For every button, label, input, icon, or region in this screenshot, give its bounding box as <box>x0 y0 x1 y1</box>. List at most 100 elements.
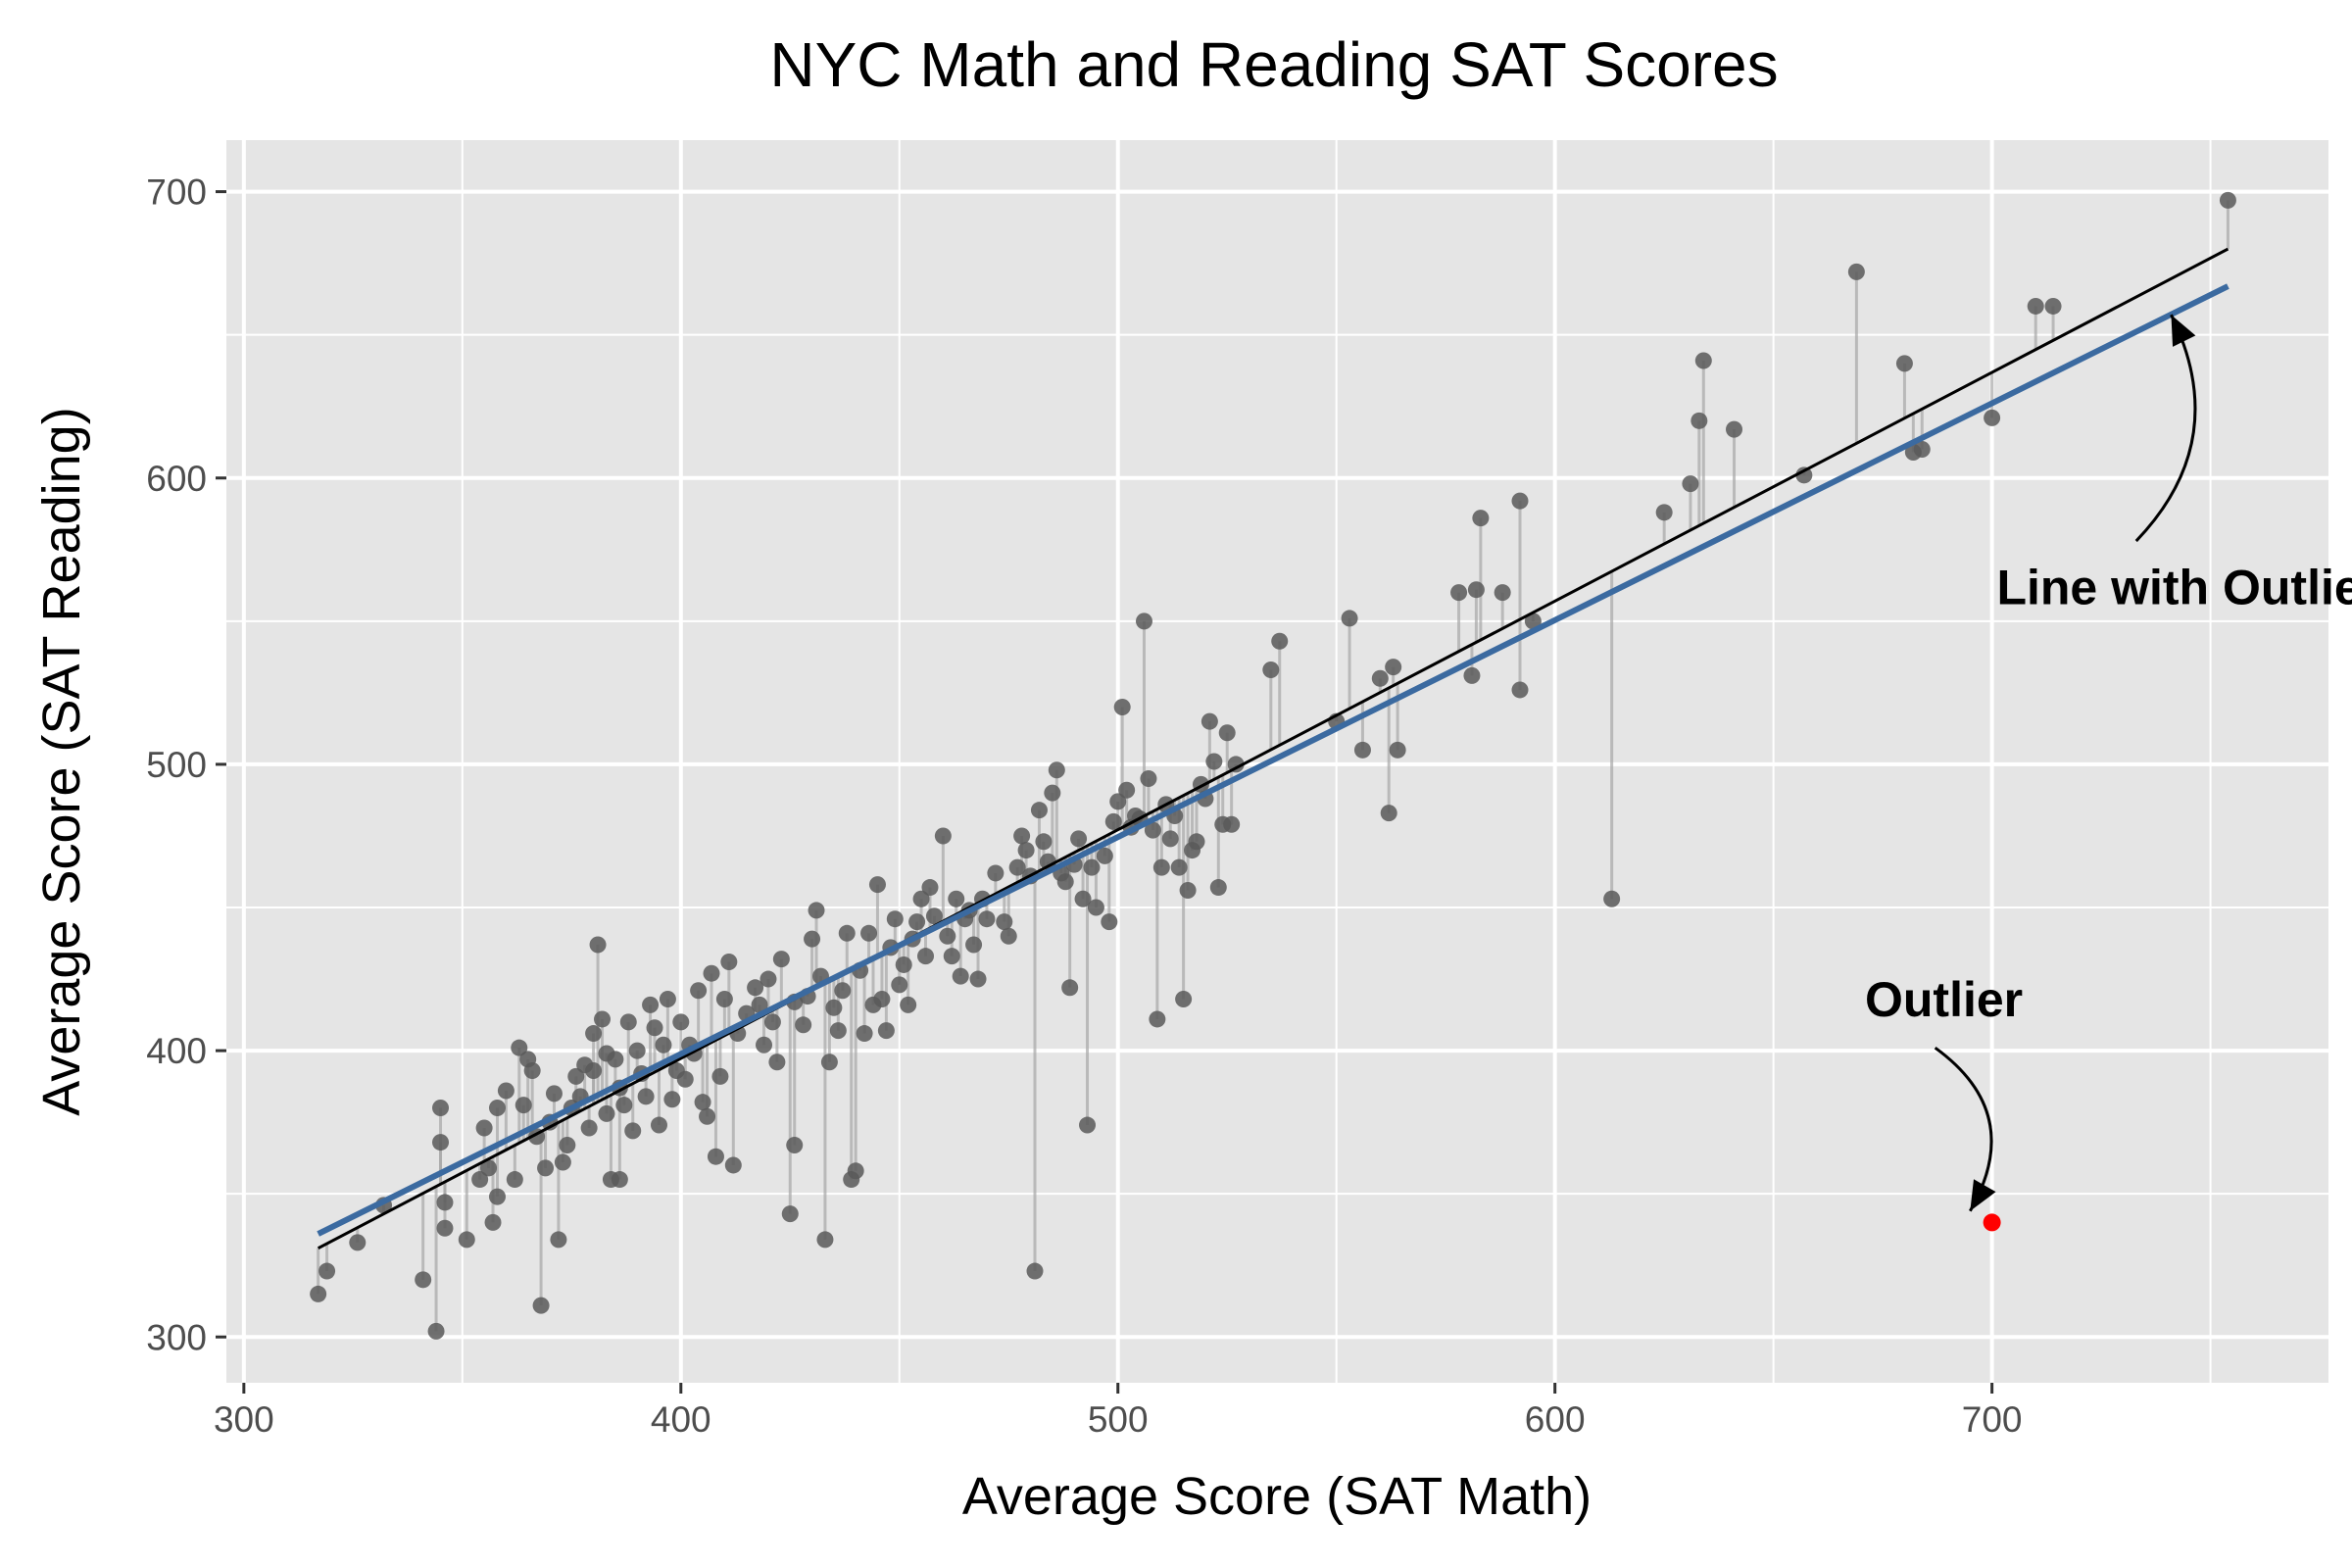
data-point <box>1467 581 1485 599</box>
data-point <box>703 964 720 982</box>
data-point <box>715 990 733 1007</box>
data-point <box>1380 805 1397 822</box>
data-point <box>1096 847 1113 864</box>
data-point <box>1463 666 1481 684</box>
data-point <box>1472 510 1490 527</box>
data-point <box>415 1271 432 1289</box>
data-point <box>310 1285 327 1302</box>
data-point <box>646 1019 663 1037</box>
data-point <box>1200 712 1218 730</box>
data-point <box>1135 612 1152 630</box>
y-tick-label: 300 <box>146 1317 207 1357</box>
data-point <box>694 1094 711 1111</box>
data-point <box>580 1119 598 1137</box>
data-point <box>506 1171 523 1189</box>
data-point <box>484 1213 502 1231</box>
data-point <box>676 1070 694 1088</box>
data-point <box>760 970 777 988</box>
data-point <box>820 1054 838 1071</box>
data-point <box>672 1013 690 1031</box>
data-point <box>1690 412 1708 429</box>
data-point <box>1895 355 1913 372</box>
data-point <box>707 1148 724 1165</box>
data-point <box>886 910 904 928</box>
data-point <box>747 979 764 997</box>
data-point <box>1655 504 1673 521</box>
x-tick-label: 600 <box>1525 1399 1586 1440</box>
data-point <box>1061 979 1079 997</box>
plot-panel <box>226 140 2328 1383</box>
data-point <box>952 967 969 985</box>
data-point <box>1013 827 1031 845</box>
data-point <box>921 879 939 897</box>
data-point <box>756 1036 773 1054</box>
data-point <box>1218 724 1236 742</box>
data-point <box>2044 297 2062 315</box>
fit-lines <box>317 247 2230 1250</box>
data-point <box>594 1010 612 1028</box>
data-point <box>537 1159 555 1177</box>
chart-title: NYC Math and Reading SAT Scores <box>769 29 1778 100</box>
data-point <box>318 1262 336 1280</box>
data-point <box>624 1122 642 1140</box>
outlier-layer <box>1983 1213 2001 1232</box>
data-point <box>1205 753 1223 770</box>
x-axis-ticks: 300 400 500 600 700 <box>214 1383 2022 1440</box>
data-point <box>349 1234 367 1251</box>
data-point <box>1262 662 1280 679</box>
data-point <box>1104 812 1122 830</box>
data-point <box>1083 858 1101 876</box>
data-point <box>659 990 676 1007</box>
data-point <box>934 827 952 845</box>
data-point <box>480 1159 498 1177</box>
data-point <box>1008 858 1026 876</box>
fit-line-with-outlier <box>317 283 2230 1237</box>
y-axis-ticks: 300 400 500 600 700 <box>146 172 226 1357</box>
data-point <box>1188 833 1205 851</box>
data-point <box>908 913 926 931</box>
data-point <box>1109 793 1127 810</box>
data-point <box>948 890 965 907</box>
data-point <box>1039 853 1056 870</box>
data-point <box>637 1088 655 1105</box>
data-point <box>1074 890 1092 907</box>
data-point <box>619 1013 637 1031</box>
annotation-label: Line with Outlier <box>1996 560 2352 614</box>
y-tick-label: 600 <box>146 459 207 499</box>
data-point <box>511 1039 528 1056</box>
data-point <box>1079 1116 1097 1134</box>
data-point <box>912 890 930 907</box>
data-point <box>816 1231 834 1249</box>
data-point <box>1389 741 1406 759</box>
data-point <box>1271 632 1289 650</box>
data-point <box>598 1104 615 1122</box>
data-point <box>436 1219 454 1237</box>
data-point <box>772 951 790 968</box>
data-point <box>655 1036 672 1054</box>
data-point <box>1694 352 1712 369</box>
data-point <box>1035 833 1053 851</box>
data-point <box>996 913 1013 931</box>
data-point <box>690 982 708 1000</box>
data-point <box>1223 815 1241 833</box>
data-point <box>978 910 996 928</box>
data-point <box>873 990 891 1007</box>
data-point <box>1056 873 1074 891</box>
data-point <box>825 999 843 1016</box>
data-point <box>427 1322 445 1340</box>
data-point <box>877 1022 895 1040</box>
data-point <box>488 1100 506 1117</box>
data-point <box>611 1171 628 1189</box>
data-point <box>917 948 935 965</box>
data-point <box>1170 858 1188 876</box>
fit-line-without-outlier <box>317 247 2230 1250</box>
data-point <box>550 1231 567 1249</box>
data-point <box>891 976 908 994</box>
y-axis-title: Average Score (SAT Reading) <box>32 407 91 1115</box>
data-point <box>607 1051 624 1068</box>
data-point <box>724 1156 742 1174</box>
data-point <box>1795 466 1813 484</box>
data-point <box>1144 821 1161 839</box>
data-point <box>1847 263 1865 280</box>
